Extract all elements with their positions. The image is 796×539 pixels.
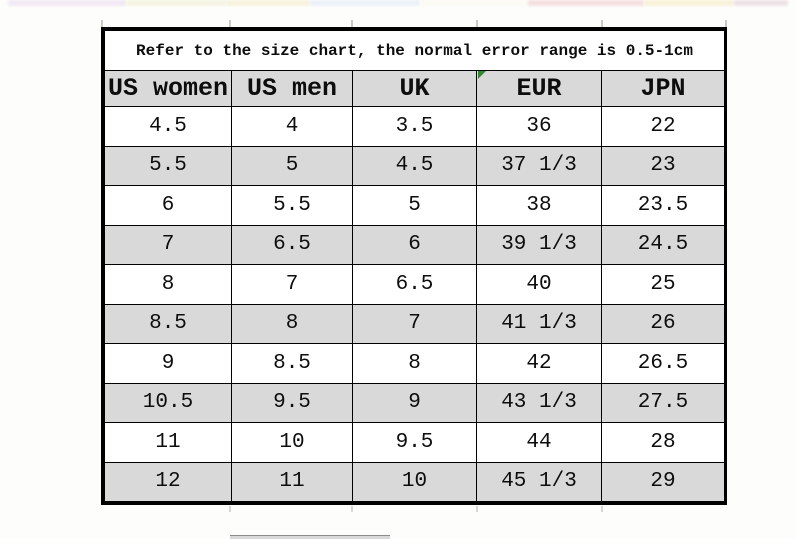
size-cell: 40	[476, 264, 602, 305]
size-cell: 37 1/3	[476, 145, 602, 186]
size-cell: 6.5	[231, 224, 353, 265]
size-cell: 9.5	[352, 422, 477, 463]
gridline-tick	[229, 20, 231, 28]
size-chart-note: Refer to the size chart, the normal erro…	[104, 30, 725, 71]
size-cell: 42	[476, 343, 602, 384]
size-cell: 8	[231, 303, 353, 344]
size-table: Refer to the size chart, the normal erro…	[104, 30, 725, 502]
size-cell: 9	[104, 343, 232, 384]
size-cell: 7	[104, 224, 232, 265]
size-cell: 10	[352, 461, 477, 502]
size-cell: 8.5	[104, 303, 232, 344]
size-cell: 25	[601, 264, 725, 305]
col-header-jpn: JPN	[601, 70, 725, 107]
photo-edge-strip	[644, 0, 734, 6]
column-header-row: US women US men UK EUR JPN	[104, 70, 725, 107]
col-header-uk: UK	[352, 70, 477, 107]
size-cell: 24.5	[601, 224, 725, 265]
size-cell: 11	[231, 461, 353, 502]
photo-edge-strip	[528, 0, 644, 6]
photo-edge-strip	[8, 0, 126, 6]
comment-marker-icon	[478, 71, 486, 79]
size-cell: 39 1/3	[476, 224, 602, 265]
size-cell: 6	[352, 224, 477, 265]
gridline-tick	[601, 20, 603, 28]
gridline-tick	[351, 20, 353, 28]
size-cell: 10	[231, 422, 353, 463]
photo-edge-strip	[310, 0, 420, 6]
photo-edge-strip	[226, 0, 310, 6]
size-cell: 5.5	[104, 145, 232, 186]
size-cell: 27.5	[601, 382, 725, 423]
photo-edge-artifacts	[0, 0, 796, 8]
size-cell: 26.5	[601, 343, 725, 384]
col-header-us-women: US women	[104, 70, 232, 107]
size-chart-note-row: Refer to the size chart, the normal erro…	[104, 30, 725, 71]
gridline-tick	[476, 20, 478, 28]
size-cell: 44	[476, 422, 602, 463]
gridline-tick	[725, 20, 727, 28]
col-header-us-men: US men	[231, 70, 353, 107]
table-row: 7 6.5 6 39 1/3 24.5	[104, 224, 725, 265]
size-cell: 29	[601, 461, 725, 502]
size-cell: 38	[476, 185, 602, 226]
size-cell: 23	[601, 145, 725, 186]
size-cell: 6	[104, 185, 232, 226]
gridline-tick	[476, 506, 478, 512]
size-cell: 5	[352, 185, 477, 226]
size-cell: 36	[476, 106, 602, 147]
size-cell: 9	[352, 382, 477, 423]
table-row: 5.5 5 4.5 37 1/3 23	[104, 145, 725, 186]
size-cell: 8	[104, 264, 232, 305]
size-cell: 22	[601, 106, 725, 147]
table-row: 10.5 9.5 9 43 1/3 27.5	[104, 382, 725, 423]
size-cell: 12	[104, 461, 232, 502]
table-row: 8 7 6.5 40 25	[104, 264, 725, 305]
table-row: 11 10 9.5 44 28	[104, 422, 725, 463]
size-cell: 3.5	[352, 106, 477, 147]
size-cell: 45 1/3	[476, 461, 602, 502]
gridline-tick	[601, 506, 603, 512]
size-chart-table: Refer to the size chart, the normal erro…	[101, 27, 727, 505]
gridline-tick	[351, 506, 353, 512]
size-cell: 7	[231, 264, 353, 305]
size-cell: 8.5	[231, 343, 353, 384]
size-cell: 7	[352, 303, 477, 344]
size-cell: 8	[352, 343, 477, 384]
size-cell: 6.5	[352, 264, 477, 305]
size-cell: 5.5	[231, 185, 353, 226]
table-row: 4.5 4 3.5 36 22	[104, 106, 725, 147]
size-cell: 10.5	[104, 382, 232, 423]
bottom-edge-artifact	[230, 535, 390, 539]
photo-edge-strip	[420, 0, 528, 6]
size-cell: 4.5	[352, 145, 477, 186]
size-cell: 28	[601, 422, 725, 463]
size-cell: 4	[231, 106, 353, 147]
size-cell: 43 1/3	[476, 382, 602, 423]
size-cell: 5	[231, 145, 353, 186]
size-cell: 9.5	[231, 382, 353, 423]
size-cell: 23.5	[601, 185, 725, 226]
size-cell: 11	[104, 422, 232, 463]
photo-edge-strip	[126, 0, 226, 6]
col-header-eur: EUR	[476, 70, 602, 107]
size-cell: 41 1/3	[476, 303, 602, 344]
gridline-tick	[229, 506, 231, 512]
table-row: 9 8.5 8 42 26.5	[104, 343, 725, 384]
col-header-eur-label: EUR	[516, 74, 562, 103]
table-row: 8.5 8 7 41 1/3 26	[104, 303, 725, 344]
size-cell: 4.5	[104, 106, 232, 147]
table-row: 12 11 10 45 1/3 29	[104, 461, 725, 502]
table-row: 6 5.5 5 38 23.5	[104, 185, 725, 226]
gridline-tick	[101, 20, 103, 28]
size-cell: 26	[601, 303, 725, 344]
photo-edge-strip	[734, 0, 788, 6]
